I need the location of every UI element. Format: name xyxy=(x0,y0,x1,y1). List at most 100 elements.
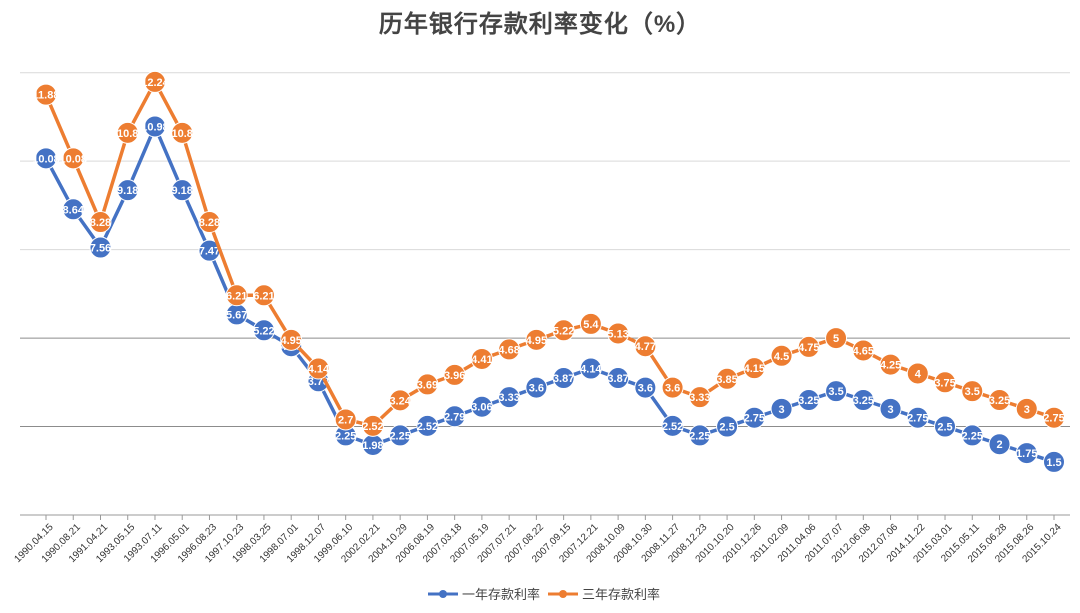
data-label: 5 xyxy=(833,333,839,345)
data-point xyxy=(225,284,248,307)
data-point xyxy=(770,397,793,420)
data-label: 10.08 xyxy=(59,153,87,165)
legend-swatch-marker xyxy=(439,590,447,598)
data-point xyxy=(825,327,848,350)
data-point xyxy=(498,338,521,361)
data-point xyxy=(552,319,575,342)
data-label: 2.75 xyxy=(744,413,765,425)
data-point xyxy=(35,147,57,170)
data-label: 1.98 xyxy=(362,440,383,452)
data-point xyxy=(934,371,957,394)
data-point xyxy=(443,363,466,386)
data-label: 3.87 xyxy=(553,373,574,385)
data-label: 5.13 xyxy=(607,328,628,340)
data-point xyxy=(389,424,412,447)
data-label: 3.85 xyxy=(716,374,737,386)
data-point xyxy=(252,284,275,307)
data-point xyxy=(716,415,739,438)
data-point xyxy=(361,414,384,437)
data-label: 2.5 xyxy=(719,422,734,434)
data-point xyxy=(552,367,575,390)
data-point xyxy=(307,357,330,380)
data-label: 5.67 xyxy=(226,309,247,321)
legend-item: 三年存款利率 xyxy=(548,587,660,602)
data-label: 10.8 xyxy=(172,128,193,140)
data-label: 3.5 xyxy=(965,386,980,398)
data-label: 3.87 xyxy=(607,373,628,385)
data-label: 2.25 xyxy=(335,430,356,442)
data-point xyxy=(879,397,902,420)
data-label: 4.95 xyxy=(280,335,301,347)
data-label: 3.96 xyxy=(444,370,465,382)
data-label: 3.33 xyxy=(498,392,519,404)
data-point xyxy=(797,389,820,411)
data-label: 3.6 xyxy=(665,383,680,395)
data-point xyxy=(579,357,602,380)
data-label: 7.47 xyxy=(199,246,220,258)
data-point xyxy=(879,353,902,376)
data-label: 9.18 xyxy=(172,185,193,197)
data-label: 4.75 xyxy=(798,342,819,354)
chart-title: 历年银行存款利率变化（%） xyxy=(378,11,702,38)
data-point xyxy=(416,414,439,437)
data-point xyxy=(116,179,139,202)
data-label: 11.88 xyxy=(33,90,60,102)
legend-item: 一年存款利率 xyxy=(428,587,540,602)
data-point xyxy=(988,433,1011,456)
data-point xyxy=(825,380,848,403)
x-tick-labels: 1990.04.151990.08.211991.04.211993.05.15… xyxy=(12,515,1064,565)
data-point xyxy=(416,373,439,396)
data-point xyxy=(470,347,493,370)
data-label: 2.25 xyxy=(962,430,983,442)
data-point xyxy=(116,121,139,144)
data-label: 2.52 xyxy=(362,421,383,433)
data-point xyxy=(1043,450,1065,473)
data-label: 4.41 xyxy=(471,354,492,366)
data-label: 2.75 xyxy=(1043,413,1064,425)
data-point xyxy=(906,362,929,385)
data-label: 3 xyxy=(887,404,893,416)
data-label: 10.98 xyxy=(141,121,169,133)
data-point xyxy=(252,319,275,342)
data-label: 3.24 xyxy=(389,395,411,407)
data-label: 3.6 xyxy=(529,383,544,395)
data-label: 5.22 xyxy=(253,325,274,337)
legend-swatch-marker xyxy=(559,590,567,598)
data-label: 8.64 xyxy=(63,204,85,216)
series-1: 10.08 8.64 7.56 9.18 10.98 9.18 7.47 5.67 5.22 4.… xyxy=(32,115,1065,473)
data-label: 6.21 xyxy=(253,290,274,302)
data-label: 4.65 xyxy=(853,345,874,357)
data-point xyxy=(389,389,412,412)
data-label: 2 xyxy=(996,439,1002,451)
legend-label: 三年存款利率 xyxy=(582,587,660,602)
data-point xyxy=(961,424,984,447)
data-point xyxy=(143,115,166,138)
data-label: 4.5 xyxy=(774,351,789,363)
data-point xyxy=(634,335,657,358)
data-point xyxy=(171,179,194,202)
data-label: 3.25 xyxy=(853,395,874,407)
data-label: 10.08 xyxy=(32,153,60,165)
data-point xyxy=(89,236,112,259)
data-point xyxy=(634,376,657,399)
data-point xyxy=(171,121,194,144)
data-label: 5.22 xyxy=(553,325,574,337)
data-point xyxy=(579,312,602,335)
data-point xyxy=(607,322,630,345)
data-label: 4.95 xyxy=(526,335,547,347)
data-label: 2.75 xyxy=(907,413,928,425)
data-label: 3.25 xyxy=(798,395,819,407)
data-point xyxy=(143,70,166,93)
data-point xyxy=(906,406,929,429)
data-point xyxy=(688,424,711,447)
data-label: 2.5 xyxy=(937,422,952,434)
data-point xyxy=(988,389,1011,411)
data-label: 4.14 xyxy=(580,364,602,376)
data-label: 4.15 xyxy=(744,363,765,375)
data-label: 3.25 xyxy=(989,395,1010,407)
data-label: 3.06 xyxy=(471,402,492,414)
data-point xyxy=(443,405,466,428)
data-label: 3.6 xyxy=(638,383,653,395)
